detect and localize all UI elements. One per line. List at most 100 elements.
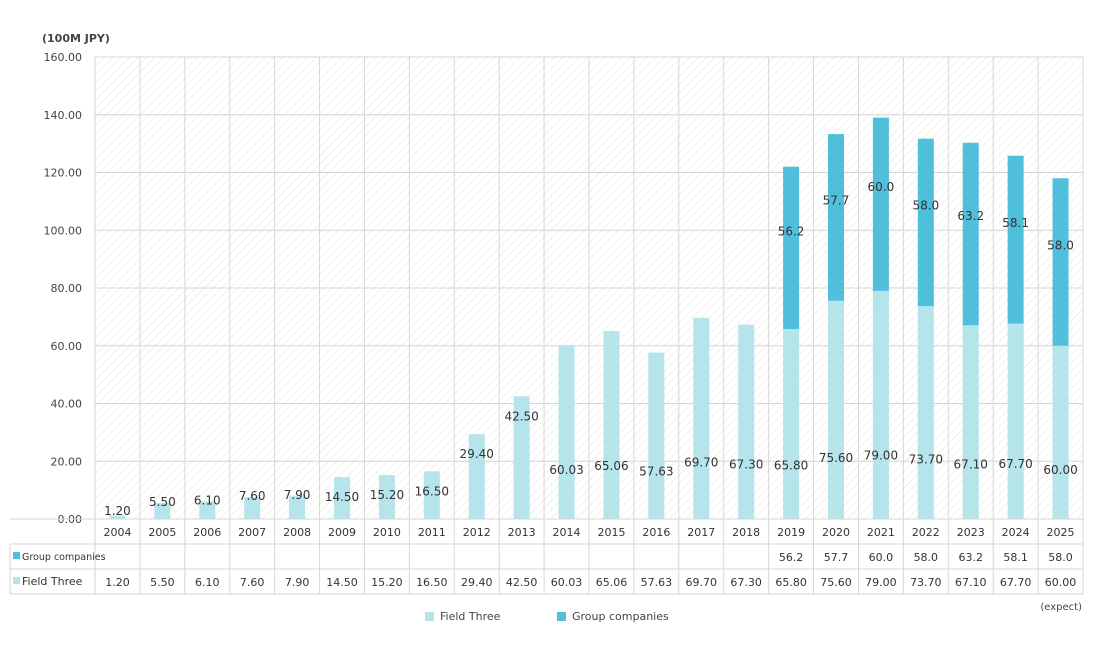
- table-cell: 67.70: [1000, 576, 1032, 589]
- data-label-field-three: 67.70: [998, 457, 1032, 471]
- bar-field-three: [334, 477, 350, 519]
- data-label-group-companies: 63.2: [957, 209, 984, 223]
- bar-field-three: [603, 331, 620, 519]
- x-tick-label: 2015: [597, 526, 625, 539]
- x-tick-label: 2010: [373, 526, 401, 539]
- bar-field-three: [783, 329, 800, 519]
- bar-field-three: [648, 352, 665, 519]
- data-label-field-three: 42.50: [504, 409, 538, 423]
- bar-field-three: [468, 434, 485, 519]
- x-tick-label: 2021: [867, 526, 895, 539]
- table-cell: 60.0: [869, 551, 894, 564]
- table-cell: 7.60: [240, 576, 265, 589]
- x-tick-label: 2022: [912, 526, 940, 539]
- table-cell: 57.63: [641, 576, 673, 589]
- table-cell: 57.7: [824, 551, 849, 564]
- bar-field-three: [872, 290, 889, 519]
- data-label-field-three: 75.60: [819, 451, 853, 465]
- table-cell: 29.40: [461, 576, 493, 589]
- table-cell: 16.50: [416, 576, 448, 589]
- x-tick-label: 2011: [418, 526, 446, 539]
- table-cell: 56.2: [779, 551, 804, 564]
- legend-item-field-three: Field Three: [425, 610, 500, 623]
- bar-group-companies: [783, 166, 800, 330]
- data-label-field-three: 29.40: [460, 447, 494, 461]
- legend-swatch-field-three: [425, 612, 434, 621]
- x-tick-label: 2004: [103, 526, 131, 539]
- data-label-group-companies: 58.0: [1047, 238, 1074, 252]
- x-tick-label: 2020: [822, 526, 850, 539]
- x-tick-label: 2007: [238, 526, 266, 539]
- table-cell: 60.00: [1045, 576, 1077, 589]
- table-cell: 15.20: [371, 576, 403, 589]
- data-label-field-three: 6.10: [194, 493, 221, 507]
- table-cell: 5.50: [150, 576, 175, 589]
- y-tick-label: 80.00: [51, 282, 83, 295]
- data-label-group-companies: 56.2: [778, 225, 805, 239]
- data-label-field-three: 67.10: [954, 458, 988, 472]
- data-label-field-three: 14.50: [325, 490, 359, 504]
- data-label-field-three: 69.70: [684, 456, 718, 470]
- table-cell: 42.50: [506, 576, 538, 589]
- bar-group-companies: [1052, 178, 1069, 346]
- table-cell: 14.50: [326, 576, 358, 589]
- table-cell: 63.2: [958, 551, 983, 564]
- y-tick-label: 140.00: [44, 109, 83, 122]
- table-cell: 67.10: [955, 576, 987, 589]
- x-tick-label: 2006: [193, 526, 221, 539]
- table-cell: 65.80: [775, 576, 807, 589]
- x-tick-label: 2005: [148, 526, 176, 539]
- bar-group-companies: [1007, 155, 1024, 324]
- table-cell: 7.90: [285, 576, 310, 589]
- bar-field-three: [828, 300, 844, 519]
- y-tick-label: 20.00: [51, 455, 83, 468]
- x-tick-label: 2016: [642, 526, 670, 539]
- y-tick-label: 160.00: [44, 51, 83, 64]
- legend: Field Three Group companies: [0, 610, 1100, 630]
- data-label-field-three: 65.06: [594, 459, 628, 473]
- bar-group-companies: [828, 134, 844, 301]
- bar-field-three: [154, 503, 171, 519]
- data-table: 2004 2005 2006 2007 2008 2009 2010 2011 2012 2013…: [9, 518, 1084, 595]
- data-label-field-three: 5.50: [149, 495, 176, 509]
- bar-field-three: [1007, 323, 1024, 519]
- legend-swatch-group-companies: [557, 612, 566, 621]
- bar-group-companies: [962, 142, 979, 326]
- y-tick-label: 100.00: [44, 224, 83, 237]
- data-label-field-three: 7.90: [284, 488, 311, 502]
- x-tick-label: 2014: [553, 526, 581, 539]
- bar-field-three: [109, 515, 126, 519]
- x-tick-label: 2018: [732, 526, 760, 539]
- y-axis-unit-label: (100M JPY): [42, 32, 110, 45]
- y-tick-label: 120.00: [44, 167, 83, 180]
- data-label-field-three: 7.60: [239, 489, 266, 503]
- data-label-field-three: 1.20: [104, 504, 131, 518]
- data-label-field-three: 15.20: [370, 488, 404, 502]
- bar-field-three: [558, 345, 575, 519]
- x-tick-label: 2019: [777, 526, 805, 539]
- x-tick-label: 2017: [687, 526, 715, 539]
- table-cell: 60.03: [551, 576, 583, 589]
- table-cell: 1.20: [105, 576, 130, 589]
- bar-field-three: [199, 501, 216, 519]
- table-row-swatch: [13, 552, 20, 559]
- table-cell: 58.0: [1048, 551, 1073, 564]
- bar-field-three: [1052, 345, 1069, 519]
- bar-field-three: [693, 317, 710, 519]
- bar-field-three: [289, 496, 306, 519]
- x-tick-label: 2012: [463, 526, 491, 539]
- data-label-field-three: 65.80: [774, 459, 808, 473]
- data-label-group-companies: 57.7: [823, 194, 850, 208]
- table-row-label: Group companies: [22, 552, 106, 563]
- data-label-field-three: 79.00: [864, 449, 898, 463]
- data-label-field-three: 60.03: [549, 463, 583, 477]
- plot-area: 0.0020.0040.0060.0080.00100.00120.00140.…: [44, 51, 1084, 526]
- x-tick-label: 2024: [1002, 526, 1030, 539]
- data-label-field-three: 73.70: [909, 453, 943, 467]
- bar-group-companies: [872, 117, 889, 291]
- bar-field-three: [244, 497, 261, 519]
- y-tick-label: 40.00: [51, 398, 83, 411]
- data-label-group-companies: 60.0: [868, 180, 895, 194]
- bar-field-three: [962, 325, 979, 519]
